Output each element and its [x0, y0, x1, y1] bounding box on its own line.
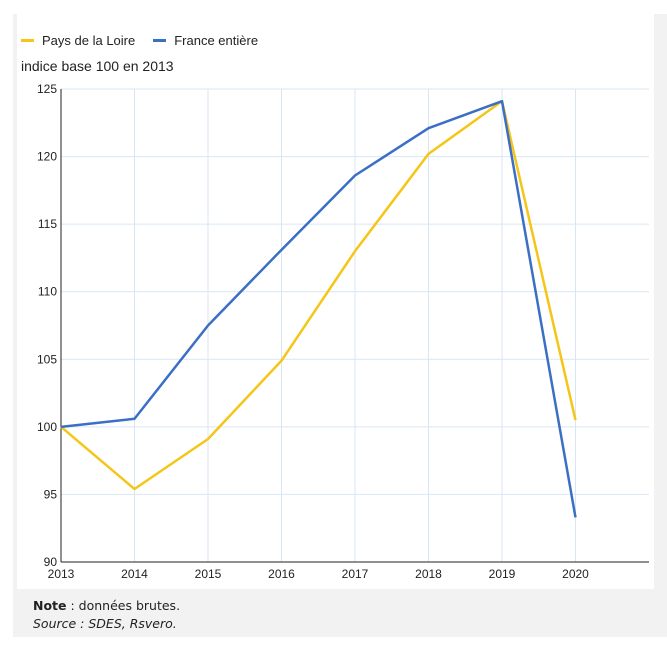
x-tick-label: 2016 — [268, 567, 295, 581]
y-tick-label: 95 — [44, 487, 58, 501]
y-axis-unit-label: indice base 100 en 2013 — [21, 58, 174, 74]
x-tick-label: 2020 — [562, 567, 589, 581]
note-text: : données brutes. — [66, 598, 181, 613]
x-tick-label: 2015 — [195, 567, 222, 581]
y-tick-label: 110 — [38, 285, 57, 299]
chart-note: Note : données brutes. Source : SDES, Rs… — [33, 597, 180, 633]
x-tick-label: 2018 — [415, 567, 442, 581]
legend-item-pays-de-la-loire: Pays de la Loire — [21, 33, 135, 48]
y-tick-label: 125 — [37, 82, 57, 96]
y-tick-label: 90 — [44, 555, 58, 569]
x-tick-label: 2014 — [121, 567, 148, 581]
legend-swatch-france-entiere — [153, 39, 167, 42]
y-tick-label: 105 — [37, 352, 57, 366]
legend-label-pays-de-la-loire: Pays de la Loire — [42, 33, 136, 48]
y-tick-label: 115 — [38, 217, 57, 231]
legend-swatch-pays-de-la-loire — [21, 39, 34, 42]
legend-label-france-entiere: France entière — [174, 33, 259, 48]
series-line-pays-de-la-loire — [60, 99, 577, 491]
x-tick-label: 2019 — [489, 567, 516, 581]
x-tick-label: 2013 — [48, 567, 75, 581]
series-line-france-entiere — [60, 99, 577, 518]
legend-item-france-entiere: France entière — [153, 33, 258, 48]
source-text: Source : SDES, Rsvero. — [33, 616, 177, 631]
y-tick-label: 120 — [37, 150, 57, 164]
y-tick-label: 100 — [37, 420, 57, 434]
x-tick-label: 2017 — [342, 567, 369, 581]
legend: Pays de la Loire France entière — [21, 33, 276, 48]
note-label: Note — [33, 598, 67, 613]
